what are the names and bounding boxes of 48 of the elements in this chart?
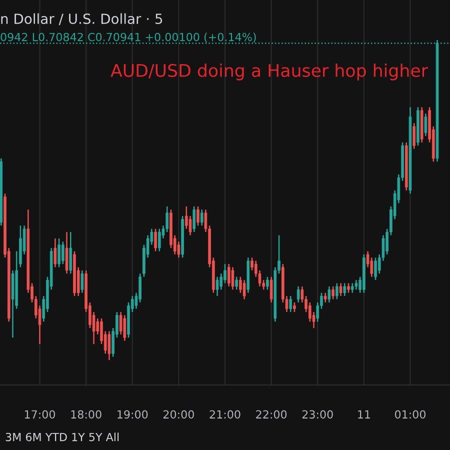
candlestick	[328, 286, 331, 304]
candlestick	[65, 231, 68, 274]
candlestick	[235, 276, 238, 290]
x-tick-label: 18:00	[71, 410, 102, 419]
x-tick-label: 17:00	[24, 410, 56, 419]
candlestick	[270, 276, 273, 304]
candlestick	[242, 279, 246, 300]
candlestick	[354, 279, 358, 290]
candlestick	[227, 263, 230, 288]
chart-subtitle: 0942 L0.70842 C0.70941 +0.00100 (+0.14%)	[0, 32, 256, 43]
candlestick	[58, 238, 60, 268]
candlestick	[231, 266, 234, 290]
candlestick	[324, 292, 327, 304]
x-tick-label: 19:00	[118, 410, 148, 419]
x-tick-label: 23:00	[302, 410, 333, 419]
candlestick	[296, 286, 300, 304]
x-tick-label: 20:00	[163, 410, 194, 419]
candlestick	[154, 228, 157, 252]
text: 3M 6M YTD 1Y 5Y All	[6, 432, 119, 442]
x-tick-label: 11	[358, 410, 370, 418]
candlestick	[350, 282, 354, 294]
candlestick	[293, 302, 296, 313]
x-tick-label: 21:00	[210, 410, 240, 419]
x-tick-label: 22:00	[256, 410, 287, 419]
candlestick	[336, 282, 338, 300]
candlestick	[216, 276, 219, 297]
annotation: AUD/USD doing a Hauser hop higher	[110, 64, 428, 80]
candlestick	[108, 330, 111, 361]
chart-title: n Dollar / U.S. Dollar · 5	[1, 13, 162, 26]
candlestick	[374, 257, 377, 281]
candlestick	[192, 206, 196, 233]
candlestick	[289, 295, 292, 313]
candlestick	[69, 231, 72, 274]
candlestick	[80, 270, 84, 294]
candlestick	[196, 206, 200, 226]
candlestick	[200, 208, 204, 226]
candlestick	[158, 228, 161, 252]
candlestick	[347, 282, 350, 294]
candlestick	[343, 282, 346, 297]
candlestick	[412, 122, 416, 150]
candlestick	[123, 314, 126, 342]
candlestick	[62, 241, 64, 265]
x-tick-label: 01:00	[394, 410, 426, 419]
candlestick	[339, 282, 342, 297]
candlestick	[424, 112, 428, 137]
candlestick	[266, 276, 269, 290]
candlestick	[332, 286, 334, 300]
candlestick	[54, 238, 57, 268]
